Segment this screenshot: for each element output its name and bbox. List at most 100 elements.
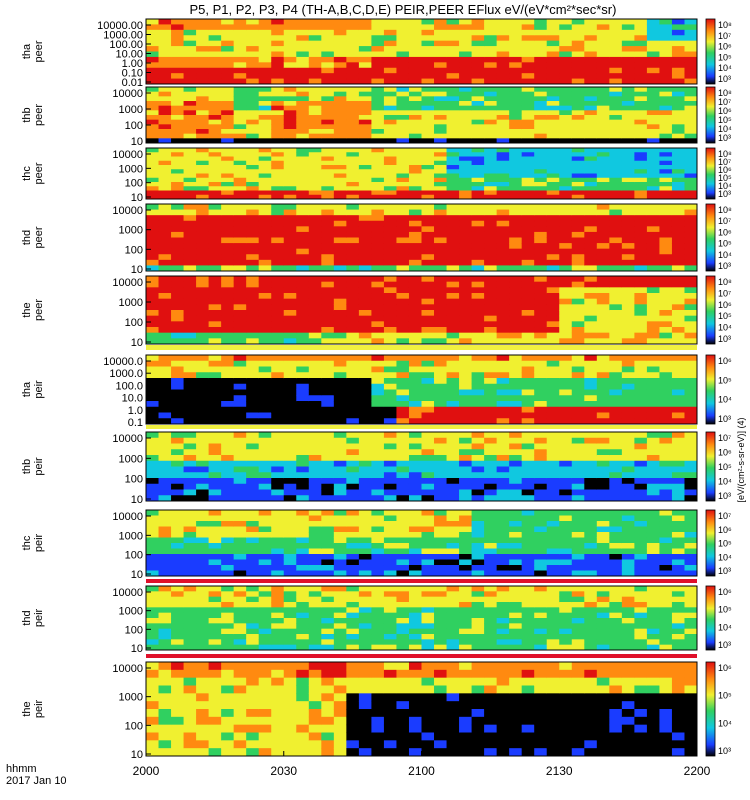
spectrogram-cell xyxy=(208,406,222,413)
spectrogram-cell xyxy=(446,406,460,413)
spectrogram-cell xyxy=(208,602,222,608)
spectrogram-cell xyxy=(233,532,247,538)
spectrogram-cell xyxy=(158,372,172,379)
spectrogram-cell xyxy=(346,243,360,250)
spectrogram-cell xyxy=(183,56,197,63)
spectrogram-cell xyxy=(446,152,460,157)
spectrogram-cell xyxy=(308,483,322,490)
spectrogram-cell xyxy=(459,355,473,362)
spectrogram-cell xyxy=(321,304,335,311)
spectrogram-cell xyxy=(396,412,410,419)
spectrogram-cell xyxy=(646,304,660,311)
spectrogram-cell xyxy=(471,310,485,317)
spectrogram-cell xyxy=(333,623,347,630)
spectrogram-cell xyxy=(471,119,485,125)
spectrogram-cell xyxy=(371,366,385,373)
spectrogram-cell xyxy=(208,466,222,473)
spectrogram-cell xyxy=(396,489,410,496)
spectrogram-cell xyxy=(208,355,222,362)
spectrogram-cell xyxy=(258,101,272,107)
spectrogram-cell xyxy=(459,119,473,125)
spectrogram-cell xyxy=(346,612,360,619)
spectrogram-cell xyxy=(321,96,335,102)
spectrogram-cell xyxy=(684,190,698,196)
spectrogram-cell xyxy=(646,310,660,317)
spectrogram-cell xyxy=(646,56,660,63)
spectrogram-cell xyxy=(371,466,385,473)
spectrogram-cell xyxy=(396,209,410,216)
spectrogram-cell xyxy=(396,87,410,93)
spectrogram-cell xyxy=(358,169,372,174)
spectrogram-cell xyxy=(546,515,560,522)
spectrogram-cell xyxy=(346,96,360,102)
spectrogram-cell xyxy=(258,521,272,527)
spectrogram-cell xyxy=(684,67,698,74)
spectrogram-cell xyxy=(546,327,560,334)
spectrogram-cell xyxy=(146,748,160,757)
spectrogram-cell xyxy=(421,91,435,97)
spectrogram-cell xyxy=(333,129,347,135)
spectrogram-cell xyxy=(584,432,598,439)
spectrogram-cell xyxy=(296,418,310,425)
spectrogram-cell xyxy=(659,24,673,31)
spectrogram-cell xyxy=(371,124,385,130)
spectrogram-cell xyxy=(521,543,535,549)
spectrogram-cell xyxy=(271,526,285,533)
spectrogram-cell xyxy=(559,437,573,444)
spectrogram-cell xyxy=(258,412,272,419)
spectrogram-cell xyxy=(171,293,185,300)
spectrogram-cell xyxy=(646,327,660,334)
spectrogram-cell xyxy=(308,418,322,425)
spectrogram-cell xyxy=(208,596,222,603)
spectrogram-cell xyxy=(584,115,598,121)
spectrogram-cell xyxy=(684,537,698,544)
spectrogram-cell xyxy=(146,602,160,608)
spectrogram-cell xyxy=(183,401,197,408)
spectrogram-cell xyxy=(534,105,548,111)
spectrogram-cell xyxy=(321,194,335,200)
spectrogram-cell xyxy=(196,360,210,367)
spectrogram-cell xyxy=(646,78,660,85)
spectrogram-cell xyxy=(546,602,560,608)
spectrogram-cell xyxy=(171,559,185,566)
spectrogram-cell xyxy=(396,389,410,396)
spectrogram-cell xyxy=(546,495,560,502)
spectrogram-cell xyxy=(659,460,673,467)
spectrogram-cell xyxy=(621,298,635,305)
spectrogram-cell xyxy=(584,532,598,538)
spectrogram-cell xyxy=(183,248,197,255)
spectrogram-cell xyxy=(596,383,610,390)
spectrogram-cell xyxy=(371,548,385,555)
spectrogram-cell xyxy=(459,304,473,311)
spectrogram-cell xyxy=(571,29,585,36)
spectrogram-cell xyxy=(609,372,623,379)
spectrogram-cell xyxy=(584,443,598,450)
spectrogram-cell xyxy=(271,472,285,479)
spectrogram-cell xyxy=(621,338,635,345)
spectrogram-cell xyxy=(246,96,260,102)
spectrogram-cell xyxy=(596,186,610,191)
spectrogram-cell xyxy=(634,443,648,450)
spectrogram-cell xyxy=(233,437,247,444)
spectrogram-cell xyxy=(446,101,460,107)
spectrogram-cell xyxy=(346,548,360,555)
spectrogram-cell xyxy=(221,62,235,69)
spectrogram-cell xyxy=(534,96,548,102)
spectrogram-cell xyxy=(571,220,585,227)
spectrogram-cell xyxy=(358,521,372,527)
spectrogram-cell xyxy=(196,437,210,444)
y-tick-label: 10.00 xyxy=(115,49,143,61)
spectrogram-cell xyxy=(296,148,310,153)
spectrogram-cell xyxy=(196,570,210,577)
spectrogram-cell xyxy=(521,124,535,130)
spectrogram-cell xyxy=(246,254,260,261)
spectrogram-cell xyxy=(496,401,510,408)
spectrogram-cell xyxy=(559,510,573,516)
spectrogram-cell xyxy=(321,243,335,250)
spectrogram-cell xyxy=(196,565,210,571)
spectrogram-cell xyxy=(321,602,335,608)
spectrogram-cell xyxy=(421,231,435,238)
spectrogram-cell xyxy=(271,644,285,651)
spectrogram-cell xyxy=(196,740,210,749)
spectrogram-cell xyxy=(383,138,397,144)
